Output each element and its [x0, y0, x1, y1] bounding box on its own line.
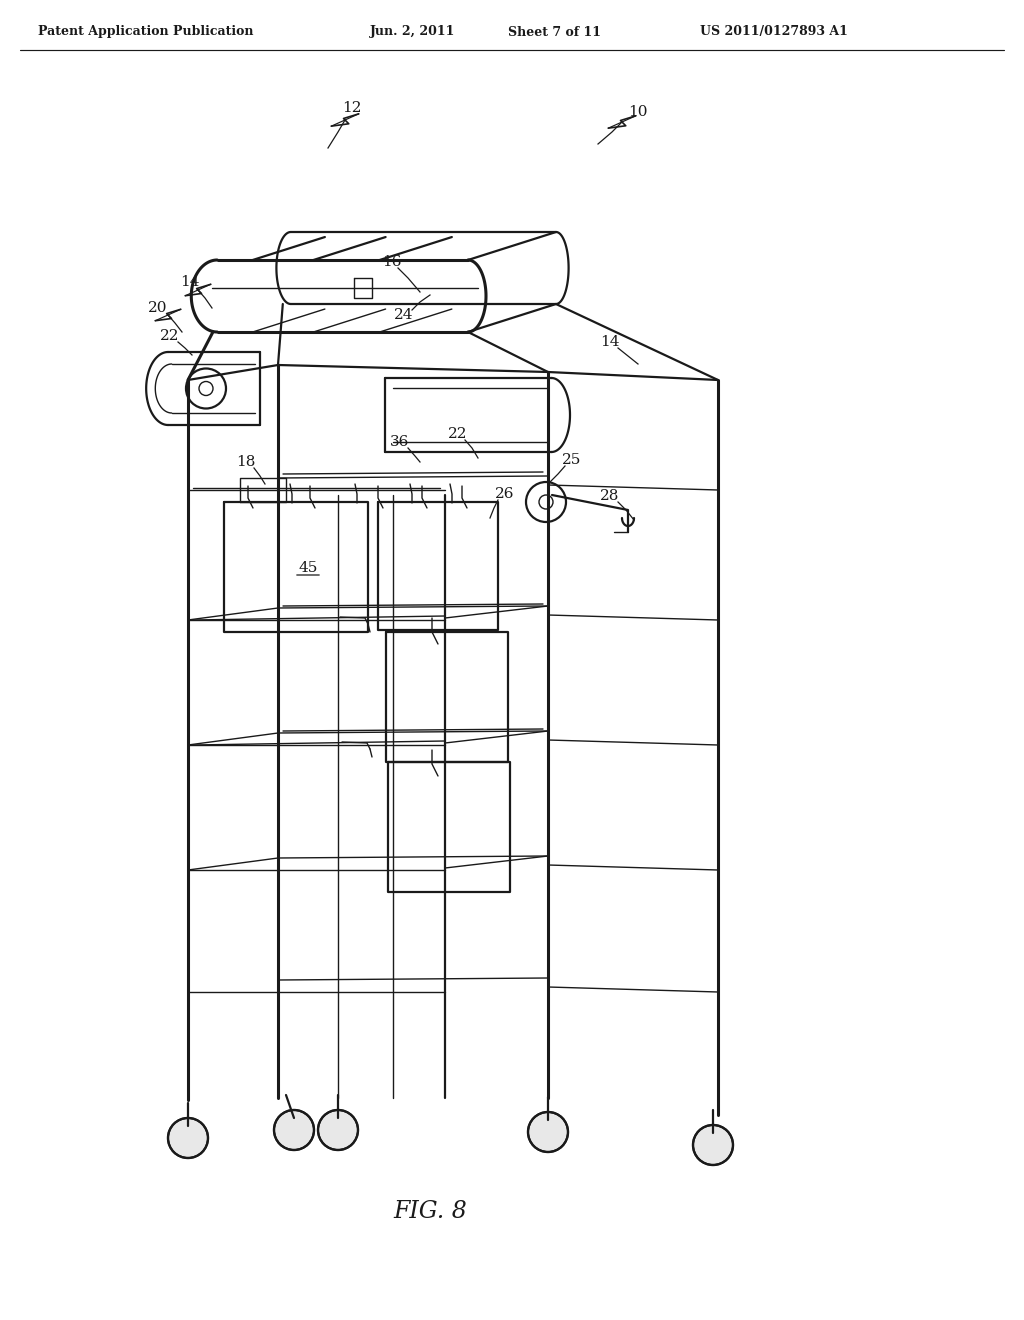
Text: FIG. 8: FIG. 8	[393, 1200, 467, 1224]
Text: Jun. 2, 2011: Jun. 2, 2011	[370, 25, 456, 38]
Text: Patent Application Publication: Patent Application Publication	[38, 25, 254, 38]
Circle shape	[693, 1125, 733, 1166]
Text: 12: 12	[342, 102, 361, 115]
Circle shape	[274, 1110, 314, 1150]
Text: 22: 22	[160, 329, 180, 343]
Circle shape	[528, 1111, 568, 1152]
Text: 25: 25	[562, 453, 582, 467]
Text: 10: 10	[629, 106, 648, 119]
Text: 14: 14	[180, 275, 200, 289]
Text: Sheet 7 of 11: Sheet 7 of 11	[508, 25, 601, 38]
Text: 20: 20	[148, 301, 168, 315]
Text: 22: 22	[449, 426, 468, 441]
Text: 18: 18	[237, 455, 256, 469]
Text: 14: 14	[600, 335, 620, 348]
Circle shape	[168, 1118, 208, 1158]
Text: 16: 16	[382, 255, 401, 269]
Text: 26: 26	[496, 487, 515, 502]
Text: 45: 45	[298, 561, 317, 576]
Text: 36: 36	[390, 436, 410, 449]
Circle shape	[318, 1110, 358, 1150]
Text: US 2011/0127893 A1: US 2011/0127893 A1	[700, 25, 848, 38]
Text: 24: 24	[394, 308, 414, 322]
Text: 28: 28	[600, 488, 620, 503]
